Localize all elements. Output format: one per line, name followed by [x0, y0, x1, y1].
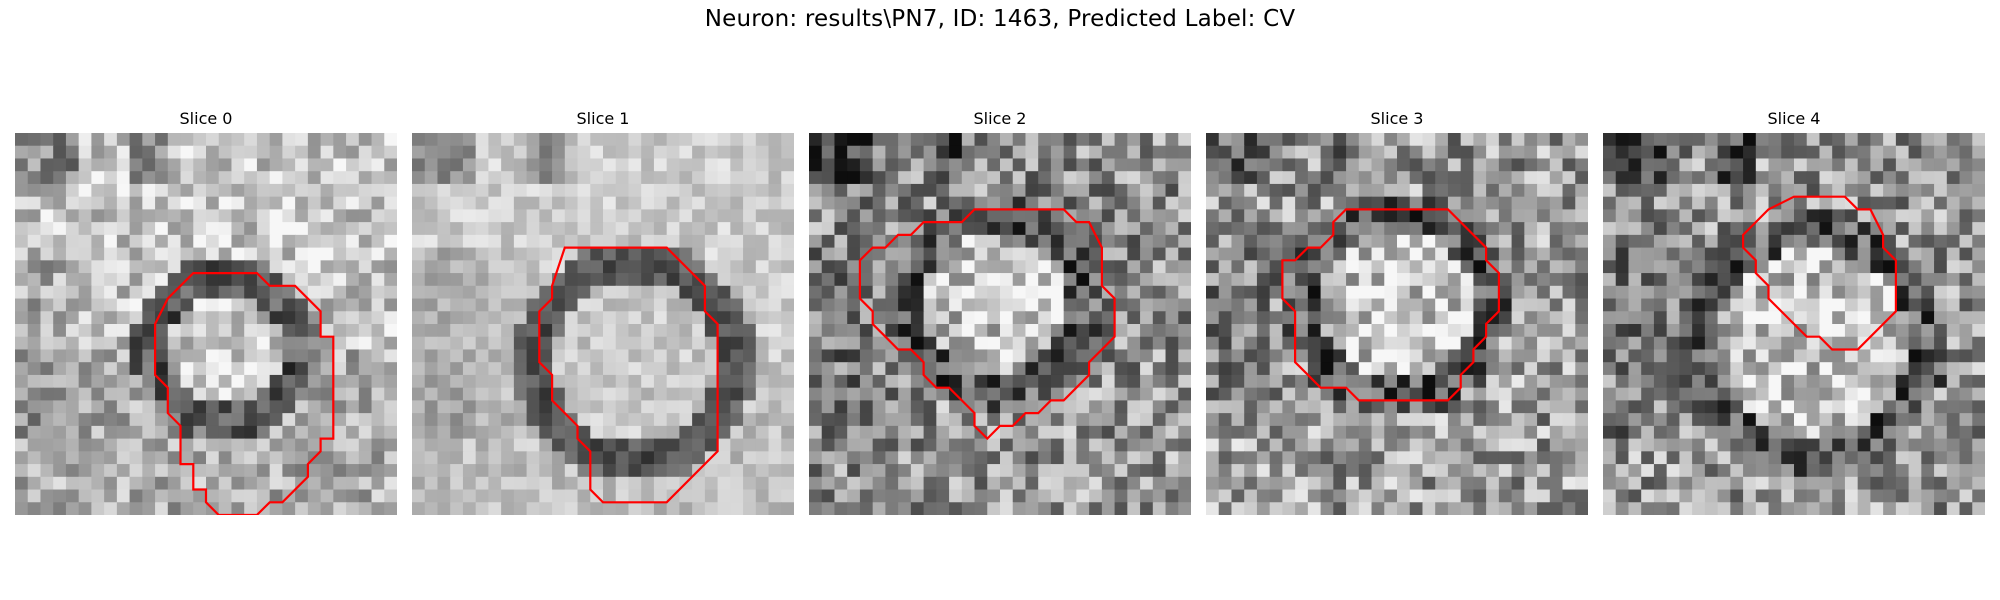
texture-layer — [15, 133, 397, 515]
slice-panel-2: Slice 2 — [809, 108, 1191, 515]
slice-title-4: Slice 4 — [1767, 109, 1821, 128]
segmentation-contour — [1742, 195, 1897, 351]
texture-layer — [1206, 133, 1588, 515]
slice-panel-1: Slice 1 — [412, 108, 794, 515]
slice-title-2: Slice 2 — [973, 109, 1027, 128]
texture-layer — [1603, 133, 1985, 515]
slice-title-1: Slice 1 — [576, 109, 630, 128]
slice-panel-0: Slice 0 — [15, 108, 397, 515]
slice-panel-4: Slice 4 — [1603, 108, 1985, 515]
segmentation-contour — [538, 246, 719, 504]
slice-image-0 — [15, 133, 397, 515]
slice-title-3: Slice 3 — [1370, 109, 1424, 128]
texture-layer — [412, 133, 794, 515]
slice-svg-2 — [809, 133, 1191, 515]
slice-panel-3: Slice 3 — [1206, 108, 1588, 515]
slice-title-0: Slice 0 — [179, 109, 233, 128]
slice-svg-4 — [1603, 133, 1985, 515]
figure-title: Neuron: results\PN7, ID: 1463, Predicted… — [704, 6, 1296, 32]
slice-image-4 — [1603, 133, 1985, 515]
slice-svg-3 — [1206, 133, 1588, 515]
slice-image-1 — [412, 133, 794, 515]
segmentation-contour — [1281, 208, 1500, 402]
segmentation-contour — [858, 208, 1116, 441]
texture-layer — [809, 133, 1191, 515]
slice-svg-0 — [15, 133, 397, 515]
segmentation-contour — [154, 272, 335, 515]
slice-image-2 — [809, 133, 1191, 515]
slice-svg-1 — [412, 133, 794, 515]
slice-image-3 — [1206, 133, 1588, 515]
